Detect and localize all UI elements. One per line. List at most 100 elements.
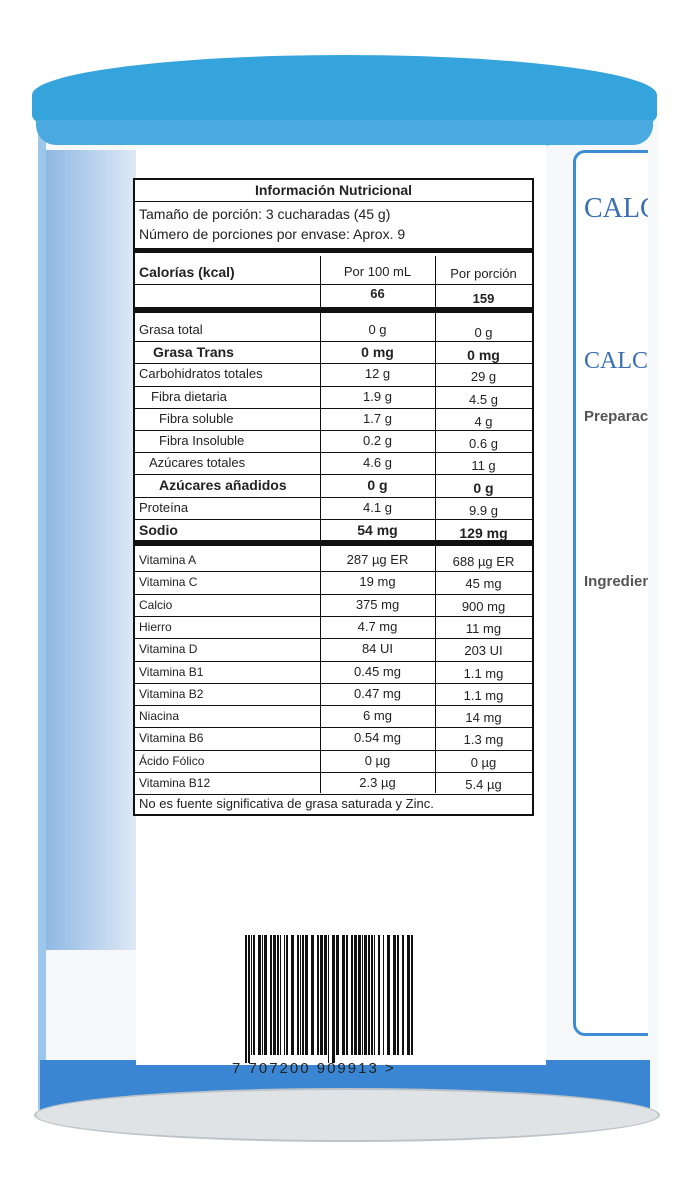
vitamin-value: 1.3 mg (463, 732, 504, 748)
rule (435, 256, 436, 310)
rule (135, 660, 532, 662)
servings: Número de porciones por envase: Aprox. 9 (139, 226, 406, 242)
rule (135, 571, 532, 573)
bar-line (336, 935, 339, 1055)
bar-line (346, 935, 348, 1055)
bar-line (368, 935, 370, 1055)
vitamin-name: Vitamina D (139, 642, 198, 657)
nutrient-value: 0 mg (361, 344, 394, 361)
side-panel: CALCAD CALCAD Preparación: Ingredientes: (573, 150, 648, 1036)
rule (135, 430, 532, 431)
bar-line (302, 935, 304, 1055)
vitamin-name: Vitamina A (139, 553, 197, 567)
bar-line (273, 935, 276, 1055)
vitamin-value: 1.1 mg (463, 687, 504, 703)
bar-line (351, 935, 353, 1055)
bar-line (258, 935, 261, 1055)
rule (135, 385, 532, 387)
nutrient-value: 0 g (474, 325, 493, 340)
vitamin-name: Vitamina B2 (139, 686, 204, 701)
bar-line (305, 935, 308, 1055)
nutrient-value: 0.2 g (363, 433, 392, 448)
label-title: Información Nutricional (254, 182, 413, 198)
nutrient-name: Sodio (139, 521, 178, 538)
vitamin-value: 0 µg (470, 754, 497, 770)
bar-line (251, 935, 252, 1055)
rule (320, 256, 321, 310)
rule (320, 546, 321, 793)
nutrient-value: 29 g (470, 369, 497, 385)
bar-line (264, 935, 267, 1055)
col-header: Por 100 mL (343, 264, 412, 279)
bar-line (262, 935, 263, 1055)
nutrient-value: 0 mg (467, 347, 500, 364)
vitamin-name: Ácido Fólico (139, 753, 205, 768)
vitamin-value: 4.7 mg (357, 618, 398, 634)
rule (435, 313, 436, 542)
rule (135, 593, 532, 595)
can-gradient (46, 150, 136, 950)
heading: Ingredientes: (584, 573, 648, 590)
bar-line (317, 935, 319, 1055)
rule (135, 341, 532, 343)
vitamin-value: 0 µg (364, 752, 391, 768)
rule (135, 749, 532, 751)
vitamin-value: 287 µg ER (346, 552, 409, 567)
rule (135, 615, 532, 617)
bar-line (378, 935, 380, 1055)
lid-band (36, 120, 653, 145)
vitamin-value: 45 mg (465, 576, 502, 592)
vitamin-value: 14 mg (465, 710, 502, 726)
vitamin-value: 375 mg (355, 596, 400, 612)
bar-line (297, 935, 299, 1055)
calories-value: 159 (472, 291, 495, 306)
nutrient-value: 0 g (368, 322, 387, 337)
nutrient-value: 0 g (473, 480, 494, 497)
rule (135, 518, 532, 520)
rule (135, 540, 532, 546)
rule (135, 284, 532, 285)
nutrient-value: 1.9 g (363, 388, 392, 404)
rule (135, 407, 532, 409)
vitamin-name: Calcio (139, 597, 173, 612)
bar-line (393, 935, 396, 1055)
bar-line (291, 935, 294, 1055)
nutrient-value: 0.6 g (469, 436, 498, 451)
vitamin-value: 1.1 mg (463, 665, 504, 681)
vitamin-name: Vitamina B6 (139, 731, 204, 746)
nutrient-name: Carbohidratos totales (139, 366, 263, 382)
rule (135, 474, 532, 476)
nutrient-value: 12 g (364, 366, 391, 382)
vitamin-value: 688 µg ER (452, 554, 515, 569)
footnote: No es fuente significativa de grasa satu… (139, 796, 434, 811)
col-header: Por porción (450, 266, 517, 281)
heading: Preparación: (584, 408, 648, 425)
rule (135, 705, 532, 707)
serving-size: Tamaño de porción: 3 cucharadas (45 g) (139, 206, 391, 222)
bar-line (300, 935, 301, 1055)
nutrient-name: Proteína (139, 499, 189, 515)
rule (135, 772, 532, 773)
rule (135, 638, 532, 640)
rule (135, 201, 532, 202)
nutrient-name: Fibra dietaria (151, 388, 227, 404)
rule (135, 496, 532, 498)
bar-line (245, 935, 247, 1063)
bar-line (358, 935, 361, 1055)
calories-label: Calorías (kcal) (139, 264, 235, 280)
bar-line (411, 935, 413, 1055)
rule (320, 313, 321, 542)
rule (435, 546, 436, 793)
vitamin-value: 19 mg (359, 574, 396, 590)
bar-line (277, 935, 279, 1055)
bar-line (286, 935, 288, 1055)
bar-line (397, 935, 399, 1055)
rule (135, 727, 532, 729)
bar-line (387, 935, 390, 1055)
nutrition-label: Información Nutricional Tamaño de porción… (133, 178, 534, 816)
bar-line (328, 935, 329, 1063)
nutrient-name: Fibra soluble (159, 410, 234, 426)
bar-line (364, 935, 367, 1055)
vitamin-value: 203 UI (464, 643, 503, 659)
bar-line (270, 935, 272, 1055)
